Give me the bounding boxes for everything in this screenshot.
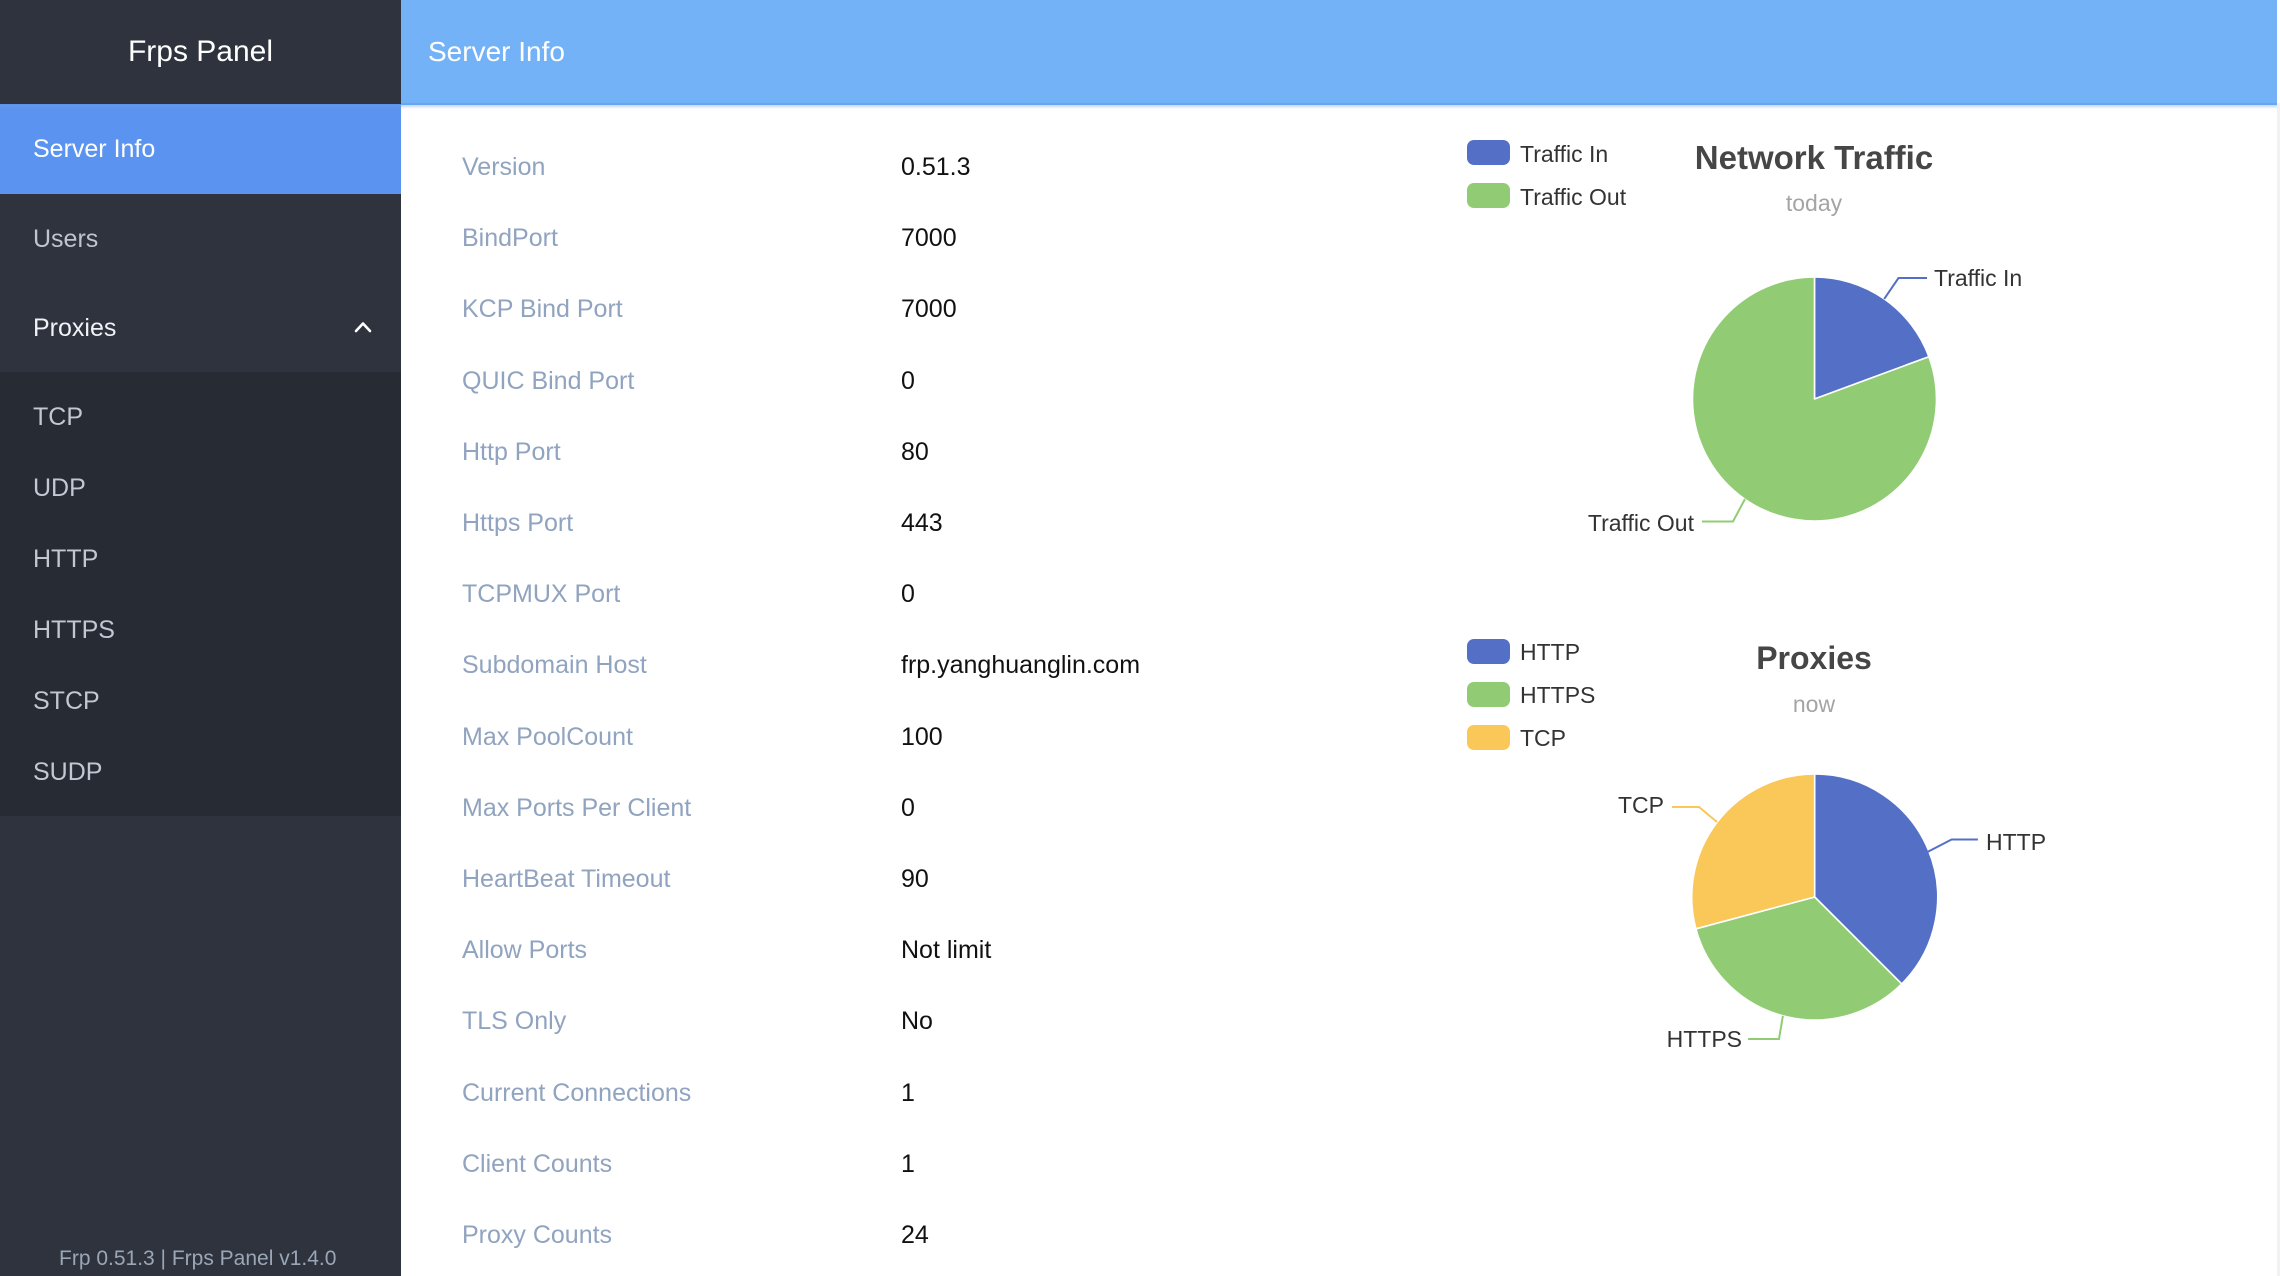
svg-text:Traffic Out: Traffic Out — [1520, 184, 1627, 210]
svg-text:now: now — [1793, 691, 1836, 717]
svg-text:HTTPS: HTTPS — [1520, 682, 1595, 708]
svg-text:HTTP: HTTP — [1986, 829, 2046, 855]
svg-text:Traffic Out: Traffic Out — [1588, 510, 1695, 536]
svg-text:Traffic In: Traffic In — [1520, 141, 1608, 167]
svg-text:TCP: TCP — [1618, 792, 1664, 818]
svg-text:Proxies: Proxies — [1756, 640, 1872, 676]
svg-text:today: today — [1786, 190, 1843, 216]
svg-text:TCP: TCP — [1520, 725, 1566, 751]
svg-text:HTTP: HTTP — [1520, 639, 1580, 665]
svg-text:Network Traffic: Network Traffic — [1695, 139, 1933, 176]
svg-text:HTTPS: HTTPS — [1667, 1026, 1742, 1052]
svg-text:Traffic In: Traffic In — [1934, 265, 2022, 291]
